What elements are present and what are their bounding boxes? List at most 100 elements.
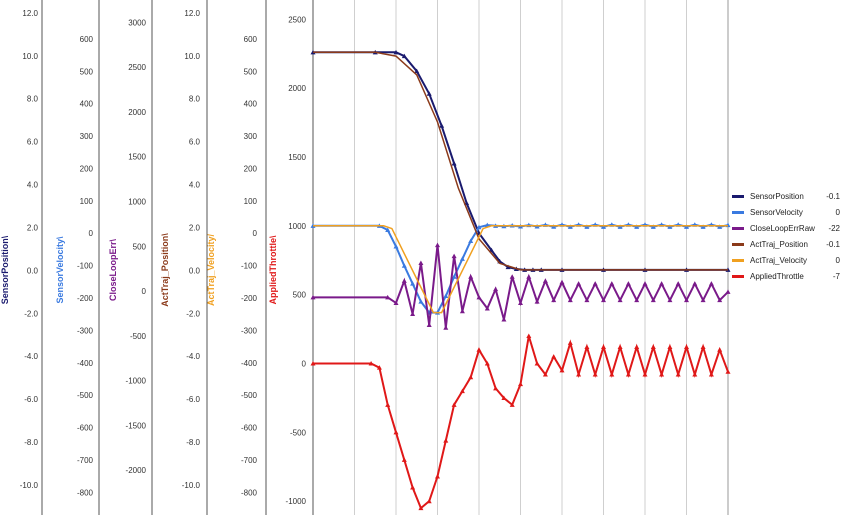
data-point-CloseLoopErrRaw (617, 297, 623, 303)
data-point-AppliedThrottle (518, 381, 523, 387)
data-point-CloseLoopErrRaw (501, 316, 507, 322)
data-point-SensorVelocity (717, 224, 723, 229)
data-point-SensorVelocity (617, 224, 623, 229)
data-point-CloseLoopErrRaw (418, 260, 424, 266)
tick-label-throttle: -1000 (286, 497, 307, 506)
tick-label-throttle: 500 (293, 291, 307, 300)
data-point-SensorVelocity (667, 224, 673, 229)
data-point-CloseLoopErrRaw (542, 278, 548, 283)
data-point-CloseLoopErrRaw (526, 274, 532, 279)
legend-series-value: -0.1 (826, 239, 840, 249)
data-point-AppliedThrottle (675, 372, 681, 377)
data-point-SensorPosition (505, 264, 511, 270)
legend-series-name: SensorPosition (750, 191, 804, 201)
data-point-AppliedThrottle (717, 347, 723, 352)
tick-label-position: 4.0 (27, 181, 39, 190)
tick-label-acttraj_vel: 300 (244, 132, 258, 141)
tick-label-acttraj_pos: -10.0 (182, 481, 201, 490)
tick-label-velocity: 300 (80, 132, 94, 141)
data-point-CloseLoopErrRaw (493, 286, 499, 292)
data-point-SensorVelocity (601, 224, 606, 229)
data-point-SensorVelocity (393, 243, 399, 249)
tick-label-throttle: -500 (290, 428, 307, 437)
data-point-CloseLoopErrRaw (592, 281, 598, 286)
tick-label-acttraj_vel: 200 (244, 164, 258, 173)
data-point-SensorVelocity (410, 281, 416, 286)
tick-label-velocity: 500 (80, 67, 94, 76)
legend-swatch (732, 210, 744, 214)
data-point-CloseLoopErrRaw (484, 305, 490, 311)
legend: SensorPosition -0.1 SensorVelocity 0 CloseLo… (732, 188, 840, 284)
legend-series-value: -22 (828, 223, 840, 233)
data-point-AppliedThrottle (659, 372, 665, 377)
axis-title-acttraj_vel: ActTraj_Velocity/ (206, 233, 216, 306)
tick-label-velocity: 200 (80, 164, 94, 173)
legend-swatch (732, 194, 744, 198)
legend-series-name: AppliedThrottle (750, 271, 804, 281)
data-point-AppliedThrottle (592, 372, 598, 377)
tick-label-position: 2.0 (27, 223, 39, 232)
data-point-SensorVelocity (443, 293, 449, 299)
tick-label-closeloop: 500 (133, 242, 147, 251)
data-point-CloseLoopErrRaw (435, 242, 440, 248)
data-point-AppliedThrottle (459, 388, 465, 394)
data-point-CloseLoopErrRaw (601, 297, 606, 303)
data-point-AppliedThrottle (609, 372, 615, 377)
data-point-AppliedThrottle (484, 361, 490, 366)
data-point-CloseLoopErrRaw (650, 297, 656, 303)
data-point-AppliedThrottle (684, 344, 689, 350)
data-point-AppliedThrottle (542, 372, 548, 377)
data-point-CloseLoopErrRaw (426, 322, 432, 327)
data-point-AppliedThrottle (634, 344, 640, 350)
tick-label-position: 6.0 (27, 138, 39, 147)
data-point-AppliedThrottle (650, 344, 656, 350)
tick-label-closeloop: 1000 (128, 198, 146, 207)
data-point-SensorVelocity (634, 224, 640, 229)
legend-swatch (732, 226, 744, 230)
data-point-CloseLoopErrRaw (634, 297, 640, 303)
tick-label-acttraj_vel: 400 (244, 100, 258, 109)
tick-label-throttle: 2000 (288, 84, 306, 93)
tick-label-throttle: 1500 (288, 153, 306, 162)
data-point-CloseLoopErrRaw (717, 297, 723, 303)
data-point-CloseLoopErrRaw (393, 300, 399, 305)
data-point-AppliedThrottle (551, 354, 557, 359)
data-point-SensorVelocity (584, 224, 590, 229)
tick-label-acttraj_vel: -400 (241, 359, 258, 368)
data-point-SensorVelocity (684, 224, 689, 229)
data-point-SensorVelocity (451, 274, 457, 279)
tick-label-acttraj_pos: -4.0 (186, 352, 200, 361)
data-point-AppliedThrottle (509, 402, 515, 407)
data-point-AppliedThrottle (376, 365, 382, 370)
tick-label-acttraj_vel: 600 (244, 35, 258, 44)
series-line-ActTraj_Position (313, 51, 728, 271)
tick-label-velocity: 400 (80, 100, 94, 109)
data-point-CloseLoopErrRaw (708, 281, 714, 286)
tick-label-velocity: 0 (89, 229, 94, 238)
tick-label-acttraj_vel: -600 (241, 424, 258, 433)
data-point-AppliedThrottle (642, 372, 648, 377)
data-point-AppliedThrottle (410, 484, 416, 490)
tick-label-velocity: -500 (77, 391, 94, 400)
data-point-CloseLoopErrRaw (451, 253, 457, 259)
legend-series-value: 0 (835, 207, 840, 217)
data-point-CloseLoopErrRaw (684, 297, 689, 303)
data-point-CloseLoopErrRaw (567, 297, 573, 303)
legend-series-name: SensorVelocity (750, 207, 803, 217)
data-point-AppliedThrottle (443, 438, 449, 443)
tick-label-velocity: -400 (77, 359, 94, 368)
data-point-AppliedThrottle (667, 344, 673, 350)
data-point-AppliedThrottle (393, 429, 399, 435)
legend-swatch (732, 258, 744, 262)
data-point-AppliedThrottle (567, 340, 573, 345)
data-point-AppliedThrottle (476, 347, 482, 352)
data-point-CloseLoopErrRaw (410, 311, 416, 316)
tick-label-closeloop: -1000 (126, 377, 147, 386)
data-point-CloseLoopErrRaw (551, 297, 557, 303)
plot-area (310, 0, 731, 515)
tick-label-velocity: -100 (77, 262, 94, 271)
tick-label-acttraj_vel: -500 (241, 391, 258, 400)
legend-item-ActTraj_Position: ActTraj_Position -0.1 (732, 236, 840, 252)
